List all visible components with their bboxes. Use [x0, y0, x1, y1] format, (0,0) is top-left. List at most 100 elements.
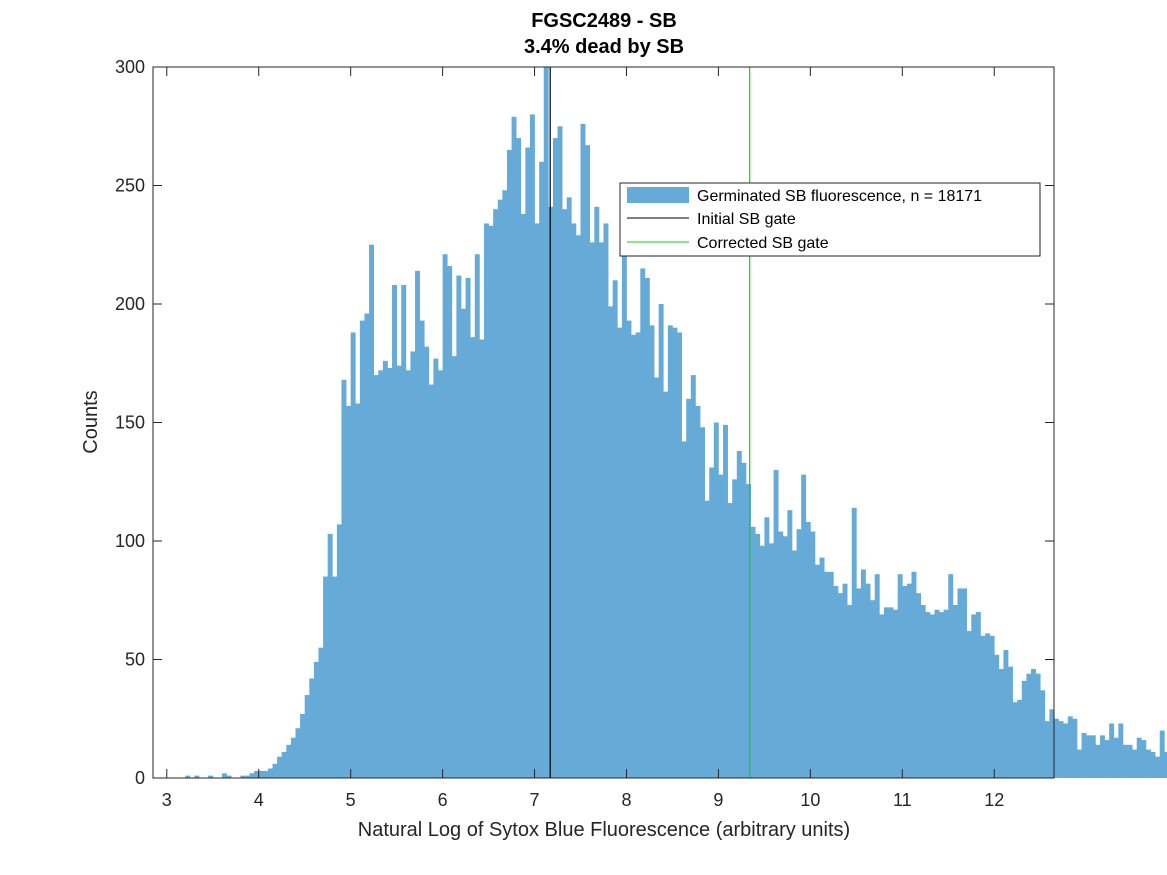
histogram-bar: [580, 123, 586, 778]
histogram-bar: [240, 775, 246, 778]
legend-label-initial-gate: Initial SB gate: [697, 211, 796, 228]
histogram-bar: [506, 149, 512, 778]
histogram-bar: [451, 356, 457, 778]
x-tick-label: 12: [984, 790, 1004, 810]
histogram-bar: [369, 244, 375, 778]
histogram-bar: [378, 370, 384, 778]
legend-label-corrected-gate: Corrected SB gate: [697, 235, 829, 252]
histogram-bar: [1031, 668, 1036, 778]
histogram-bar: [902, 586, 908, 778]
histogram-bar: [755, 533, 761, 778]
histogram-bar: [341, 379, 347, 778]
histogram-bar: [424, 346, 430, 778]
y-tick-label: 150: [115, 413, 145, 433]
legend-label-histogram: Germinated SB fluorescence, n = 18171: [697, 188, 982, 205]
histogram-bar: [957, 588, 963, 778]
histogram-bar: [791, 550, 797, 778]
histogram-bar: [249, 773, 255, 778]
histogram-bar: [925, 612, 931, 778]
histogram-bar: [994, 654, 1000, 778]
histogram-bar: [966, 631, 972, 778]
x-tick-label: 11: [893, 790, 912, 810]
histogram-bar: [447, 266, 453, 778]
histogram-bar: [644, 277, 650, 778]
histogram-bar: [686, 398, 692, 778]
legend-box: [619, 182, 1041, 257]
histogram-bar: [1164, 751, 1167, 778]
histogram-bar: [906, 583, 912, 778]
histogram-bar: [1122, 744, 1128, 778]
histogram-bar: [359, 320, 365, 778]
histogram-bar: [929, 614, 935, 778]
histogram-bar: [746, 484, 751, 778]
histogram-bar: [585, 145, 591, 778]
histogram-bar: [608, 306, 614, 778]
histogram-bar: [856, 588, 862, 778]
histogram-bar: [667, 325, 673, 778]
histogram-bar: [290, 737, 296, 778]
histogram-bar: [962, 588, 968, 778]
histogram-bar: [557, 126, 563, 778]
histogram-bar: [649, 325, 655, 778]
x-tick-label: 3: [162, 790, 172, 810]
histogram-bar: [1063, 723, 1069, 778]
histogram-bar: [998, 668, 1004, 778]
histogram-bar: [313, 661, 319, 778]
histogram-bar: [392, 285, 397, 778]
histogram-bar: [736, 450, 742, 778]
chart-subtitle: 3.4% dead by SB: [524, 36, 684, 58]
histogram-bar: [654, 377, 660, 778]
histogram-bar: [1044, 721, 1050, 778]
y-tick-label: 100: [115, 531, 145, 551]
histogram-bar: [493, 209, 499, 778]
histogram-bar: [419, 320, 425, 778]
histogram-bar: [1155, 756, 1161, 778]
histogram-bar: [304, 695, 310, 778]
histogram-bar: [1017, 699, 1023, 778]
histogram-bar: [870, 600, 876, 778]
histogram-bar: [842, 583, 848, 778]
histogram-bar: [787, 510, 793, 778]
histogram-bar: [511, 116, 517, 778]
histogram-bar: [1118, 723, 1124, 778]
histogram-bar: [410, 351, 416, 778]
histogram-bar: [782, 536, 788, 778]
histogram-bar: [980, 635, 986, 778]
histogram-bar: [355, 403, 361, 778]
histogram-bar: [732, 479, 738, 778]
histogram-bar: [1035, 673, 1041, 778]
histogram-bar: [764, 517, 770, 778]
histogram-bar: [681, 441, 687, 778]
histogram-bar: [401, 285, 407, 778]
histogram-bar: [939, 612, 945, 778]
histogram-bar: [488, 225, 494, 779]
histogram-bar: [497, 199, 503, 779]
histogram-bar: [571, 223, 577, 779]
histogram-bar: [952, 604, 958, 778]
legend-swatch-histogram: [627, 187, 689, 203]
histogram-bar: [814, 564, 820, 778]
histogram-bar: [396, 365, 402, 778]
histogram-bar: [723, 424, 728, 778]
histogram-bar: [750, 526, 756, 778]
histogram-bar: [1132, 749, 1138, 778]
histogram-bar: [778, 531, 784, 778]
histogram-bar: [631, 334, 637, 778]
histogram-bar: [713, 422, 719, 778]
histogram-bar: [1150, 751, 1156, 778]
histogram-bar: [534, 223, 540, 779]
histogram-bar: [208, 775, 214, 778]
histogram-bar: [663, 391, 669, 778]
histogram-bar: [1109, 723, 1115, 778]
legend: Germinated SB fluorescence, n = 18171 In…: [619, 182, 1041, 257]
histogram-bar: [433, 358, 439, 778]
histogram-bar: [658, 304, 664, 778]
histogram-bar: [603, 223, 609, 779]
histogram-bar: [520, 213, 526, 778]
y-tick-label: 200: [115, 294, 145, 314]
histogram-bar: [1086, 735, 1092, 778]
histogram-bar: [442, 254, 448, 779]
histogram-bar: [1058, 721, 1064, 778]
histogram-bar: [428, 384, 434, 778]
